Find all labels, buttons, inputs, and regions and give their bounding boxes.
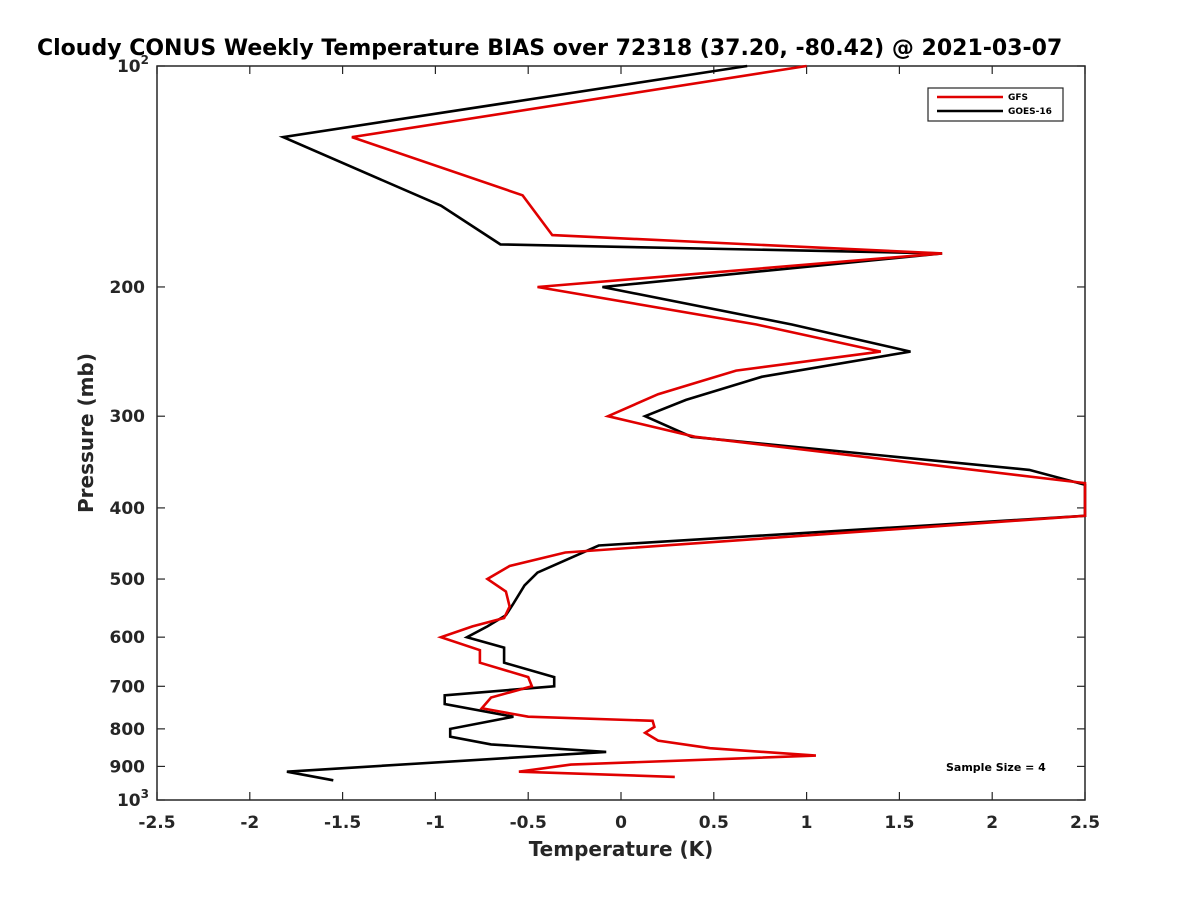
x-tick-label: 2.5 xyxy=(1070,813,1100,833)
x-tick-label: -1.5 xyxy=(324,813,361,833)
chart-title: Cloudy CONUS Weekly Temperature BIAS ove… xyxy=(37,36,1062,61)
x-tick-label: -2 xyxy=(240,813,259,833)
series-group xyxy=(278,64,1087,782)
y-tick-label: 103 xyxy=(117,787,149,811)
y-tick-label: 400 xyxy=(110,499,146,519)
x-tick-label: 2 xyxy=(986,813,998,833)
y-tick-label: 200 xyxy=(110,278,146,298)
y-tick-label: 800 xyxy=(110,720,146,740)
legend-label-gfs: GFS xyxy=(1008,93,1028,103)
legend-box xyxy=(927,87,1064,122)
x-tick-label: -0.5 xyxy=(510,813,547,833)
x-axis-ticks: -2.5 -2 -1.5 -1 -0.5 0 0.5 1 1.5 2 2.5 xyxy=(138,66,1100,833)
x-axis-label: Temperature (K) xyxy=(529,837,714,861)
x-tick-label: -2.5 xyxy=(138,813,175,833)
x-tick-label: 0.5 xyxy=(699,813,729,833)
x-tick-label: -1 xyxy=(426,813,445,833)
series-line-gfs xyxy=(351,64,1087,779)
y-tick-label: 600 xyxy=(110,628,146,648)
series-line-goes-16 xyxy=(278,64,1087,782)
plot-axes xyxy=(156,65,1086,801)
y-tick-label: 700 xyxy=(110,677,146,697)
plot-frame xyxy=(156,65,1086,801)
y-tick-label: 102 xyxy=(117,53,149,77)
y-tick-label: 300 xyxy=(110,407,146,427)
y-axis-ticks: 102 200 300 400 500 600 700 800 900 103 xyxy=(110,53,1085,811)
y-tick-label: 500 xyxy=(110,570,146,590)
legend: GFS GOES-16 xyxy=(927,87,1064,122)
legend-label-goes-16: GOES-16 xyxy=(1008,107,1052,117)
sample-size-annotation: Sample Size = 4 xyxy=(946,761,1046,774)
x-tick-label: 1 xyxy=(801,813,813,833)
y-axis-label: Pressure (mb) xyxy=(74,353,98,513)
y-tick-label: 900 xyxy=(110,757,146,777)
x-tick-label: 1.5 xyxy=(884,813,914,833)
x-tick-label: 0 xyxy=(615,813,627,833)
